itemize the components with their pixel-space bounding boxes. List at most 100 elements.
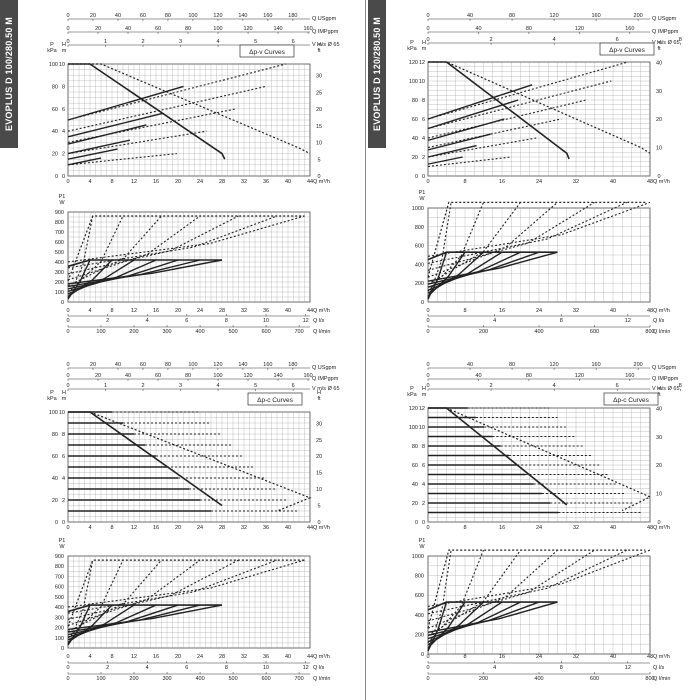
solid-pv-line (67, 148, 118, 160)
y-tick-label: 8 (422, 98, 425, 104)
top-axis-tick-label: 0 (66, 373, 69, 379)
top-axis-tick-label: 5 (254, 39, 257, 45)
p-axis-label: P1 (59, 538, 66, 544)
top-axis-label: Q USgpm (652, 16, 677, 22)
bottom-axis-tick-label: 0 (426, 654, 429, 660)
bottom-axis-tick-label: 8 (110, 654, 113, 660)
top-axis-tick-label: 120 (549, 13, 558, 19)
top-axis-label: V m/s Ø 65 (652, 386, 680, 392)
y-axis-label: H (62, 42, 66, 48)
top-axis-tick-label: 200 (634, 13, 643, 19)
bottom-axis-tick-label: 0 (426, 329, 429, 335)
dotted-power-curve (67, 559, 239, 620)
bottom-axis-tick-label: 6 (185, 665, 188, 671)
p-tick-label: 500 (55, 250, 64, 256)
p-tick-label: 200 (55, 626, 64, 632)
y-tick-label: 40 (52, 129, 58, 135)
y-tick-label: 120 (409, 60, 418, 66)
solid-power-curve (427, 601, 558, 634)
y-tick-label: 0 (657, 174, 660, 180)
y-axis-label: kPa (407, 46, 417, 52)
dotted-power-curve (67, 559, 124, 639)
x-tick-label: 16 (153, 179, 159, 185)
top-axis-label: Q IMPgpm (652, 376, 679, 382)
top-axis-tick-label: 0 (426, 383, 429, 389)
top-axis-tick-label: 80 (185, 373, 191, 379)
y-axis-label: H (62, 390, 66, 396)
top-axis-tick-label: 120 (213, 362, 222, 368)
x-tick-label: 40 (285, 179, 291, 185)
panel-divider (365, 0, 366, 700)
solid-power-curve (427, 251, 558, 282)
bottom-axis-tick-label: 48 (647, 654, 653, 660)
x-axis-label: Q m³/h (313, 525, 330, 531)
dotted-power-curve (67, 215, 239, 275)
p-tick-label: 200 (415, 281, 424, 287)
p-tick-label: 200 (55, 280, 64, 286)
x-axis-label: Q m³/h (313, 179, 330, 185)
chart-title-frame (599, 42, 655, 56)
bottom-axis-tick-label: 0 (66, 318, 69, 324)
top-axis-tick-label: 60 (155, 26, 161, 32)
top-axis-tick-label: 40 (467, 362, 473, 368)
bottom-axis-tick-label: 40 (285, 654, 291, 660)
bottom-axis-label: Q m³/h (653, 308, 670, 314)
top-axis-tick-label: 120 (575, 373, 584, 379)
y-axis-label: H (317, 42, 321, 48)
y-tick-label: 100 (49, 62, 58, 68)
top-axis-tick-label: 2 (142, 39, 145, 45)
bottom-axis-tick-label: 100 (96, 676, 105, 682)
y-tick-label: 20 (412, 155, 418, 161)
solid-pv-line (67, 139, 131, 155)
bottom-axis-tick-label: 200 (129, 329, 138, 335)
dotted-power-curve (427, 201, 558, 278)
top-axis-label: V m/s Ø 65 (312, 42, 340, 48)
dotted-power-curve (67, 215, 94, 299)
dotted-pv-line (67, 63, 286, 121)
y-axis-label: P (50, 42, 54, 48)
bottom-axis-tick-label: 12 (625, 665, 631, 671)
x-tick-label: 40 (285, 525, 291, 531)
y-tick-label: 40 (412, 482, 418, 488)
y-axis-label: ft (657, 46, 661, 52)
bottom-axis-tick-label: 24 (536, 654, 542, 660)
y-tick-label: 0 (62, 174, 65, 180)
top-axis-tick-label: 80 (526, 373, 532, 379)
p-tick-label: 300 (55, 615, 64, 621)
bottom-axis-tick-label: 400 (534, 329, 543, 335)
bottom-axis-tick-label: 8 (463, 308, 466, 314)
solid-power-curve (67, 259, 223, 285)
y-axis-label: P (410, 40, 414, 46)
p-tick-label: 0 (61, 300, 64, 306)
bottom-axis-tick-label: 10 (263, 665, 269, 671)
y-tick-label: 0 (422, 520, 425, 526)
top-axis-tick-label: 0 (426, 13, 429, 19)
chart-title: Δp-v Curves (249, 49, 286, 56)
bottom-axis-tick-label: 8 (560, 318, 563, 324)
dotted-power-curve (427, 549, 595, 622)
solid-pv-line (427, 144, 477, 158)
p-tick-label: 200 (415, 632, 424, 638)
bottom-axis-tick-label: 32 (573, 308, 579, 314)
bottom-axis-tick-label: 400 (534, 676, 543, 682)
y-tick-label: 30 (316, 74, 322, 80)
dotted-pv-line (67, 130, 207, 155)
bottom-axis-tick-label: 600 (261, 329, 270, 335)
y-tick-label: 40 (656, 60, 662, 66)
y-tick-label: 0 (422, 174, 425, 180)
top-axis-tick-label: 120 (243, 26, 252, 32)
bottom-axis-tick-label: 0 (426, 665, 429, 671)
dotted-pv-line (427, 156, 512, 168)
y-tick-label: 80 (412, 444, 418, 450)
dotted-power-curve (67, 559, 305, 608)
y-tick-label: 10 (419, 425, 425, 431)
x-tick-label: 4 (88, 179, 91, 185)
top-axis-tick-label: 140 (273, 26, 282, 32)
top-axis-label: Q IMPgpm (652, 29, 679, 35)
x-tick-label: 4 (88, 525, 91, 531)
y-axis-label: H (422, 40, 426, 46)
solid-pv-line (427, 99, 519, 130)
y-axis-label: ft (317, 396, 321, 402)
y-tick-label: 100 (409, 425, 418, 431)
